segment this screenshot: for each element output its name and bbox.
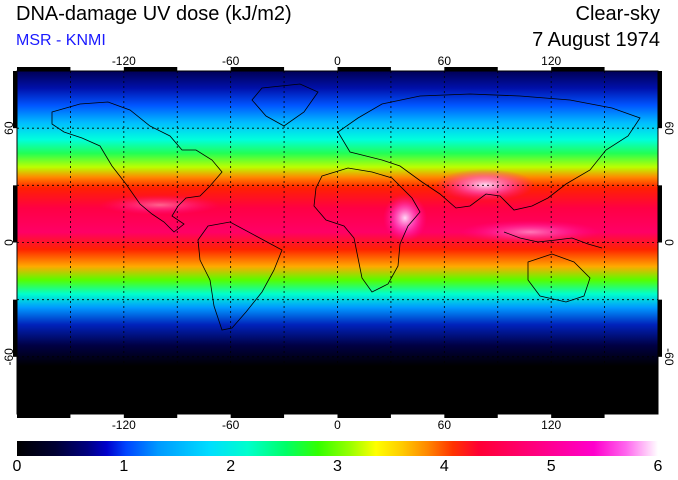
coastline-eurasia	[337, 93, 641, 211]
lat-label-left: -60	[2, 348, 16, 366]
frame-tick-top	[337, 67, 391, 71]
lat-labels-left: 60 0 -60	[2, 121, 16, 365]
frame-tick-top	[17, 67, 71, 71]
colorbar-label: 3	[333, 458, 342, 475]
hotspot-tibet	[435, 169, 535, 201]
hotspot-east-africa	[383, 194, 427, 242]
colorbar	[17, 441, 658, 456]
frame-tick-bottom	[230, 414, 285, 418]
coastline-australia	[527, 253, 591, 303]
frame-tick-left	[13, 185, 17, 243]
frame-tick-right	[658, 71, 662, 129]
lat-label-right: 60	[662, 121, 676, 135]
frame-tick-right	[658, 299, 662, 357]
frame-tick-right	[658, 185, 662, 243]
lon-label-top: 60	[438, 54, 452, 68]
frame-tick-top	[123, 67, 178, 71]
coastline-north-america	[51, 101, 223, 233]
frame-ticks	[13, 67, 662, 418]
frame-tick-top	[551, 67, 605, 71]
lon-label-bottom: 0	[334, 418, 341, 432]
coastline-indonesia	[503, 231, 603, 249]
frame-tick-left	[13, 71, 17, 129]
lon-label-bottom: 60	[438, 418, 452, 432]
frame-tick-top	[444, 67, 498, 71]
frame-tick-bottom	[17, 414, 71, 418]
lon-label-bottom: -120	[112, 418, 136, 432]
coastline-south-america	[197, 221, 283, 331]
lon-label-top: 0	[334, 54, 341, 68]
lon-label-bottom: 120	[541, 418, 561, 432]
frame-tick-bottom	[444, 414, 498, 418]
frame-tick-left	[13, 299, 17, 357]
colorbar-label: 0	[12, 458, 22, 475]
lon-labels-top: -120 -60 0 60 120	[112, 54, 562, 68]
date-label: 7 August 1974	[532, 29, 660, 51]
coastlines	[51, 83, 641, 331]
coastline-africa	[313, 167, 421, 293]
lon-label-bottom: -60	[222, 418, 240, 432]
colorbar-label: 4	[439, 458, 449, 475]
lon-labels-bottom: -120 -60 0 60 120	[112, 418, 562, 432]
source-label: MSR - KNMI	[16, 32, 106, 49]
frame-tick-top	[230, 67, 285, 71]
lat-label-right: -60	[662, 348, 676, 366]
graticule	[17, 71, 658, 414]
coastline-greenland	[251, 83, 319, 127]
lat-label-left: 0	[2, 239, 16, 246]
colorbar-label: 2	[226, 458, 236, 475]
colorbar-label: 5	[546, 458, 556, 475]
lat-labels-right: 60 0 -60	[662, 121, 676, 365]
sky-condition-label: Clear-sky	[575, 3, 660, 25]
frame-tick-bottom	[337, 414, 391, 418]
lon-label-top: -120	[112, 54, 136, 68]
colorbar-label: 6	[653, 458, 663, 475]
frame-tick-bottom	[551, 414, 605, 418]
hotspot-indonesia	[460, 220, 600, 244]
lat-label-right: 0	[662, 239, 676, 246]
frame-tick-bottom	[123, 414, 178, 418]
map-title: DNA-damage UV dose (kJ/m2)	[16, 3, 292, 25]
lat-label-left: 60	[2, 121, 16, 135]
colorbar-label: 1	[119, 458, 129, 475]
lon-label-top: -60	[222, 54, 240, 68]
lon-label-top: 120	[541, 54, 561, 68]
hotspot-central-america	[100, 195, 220, 215]
